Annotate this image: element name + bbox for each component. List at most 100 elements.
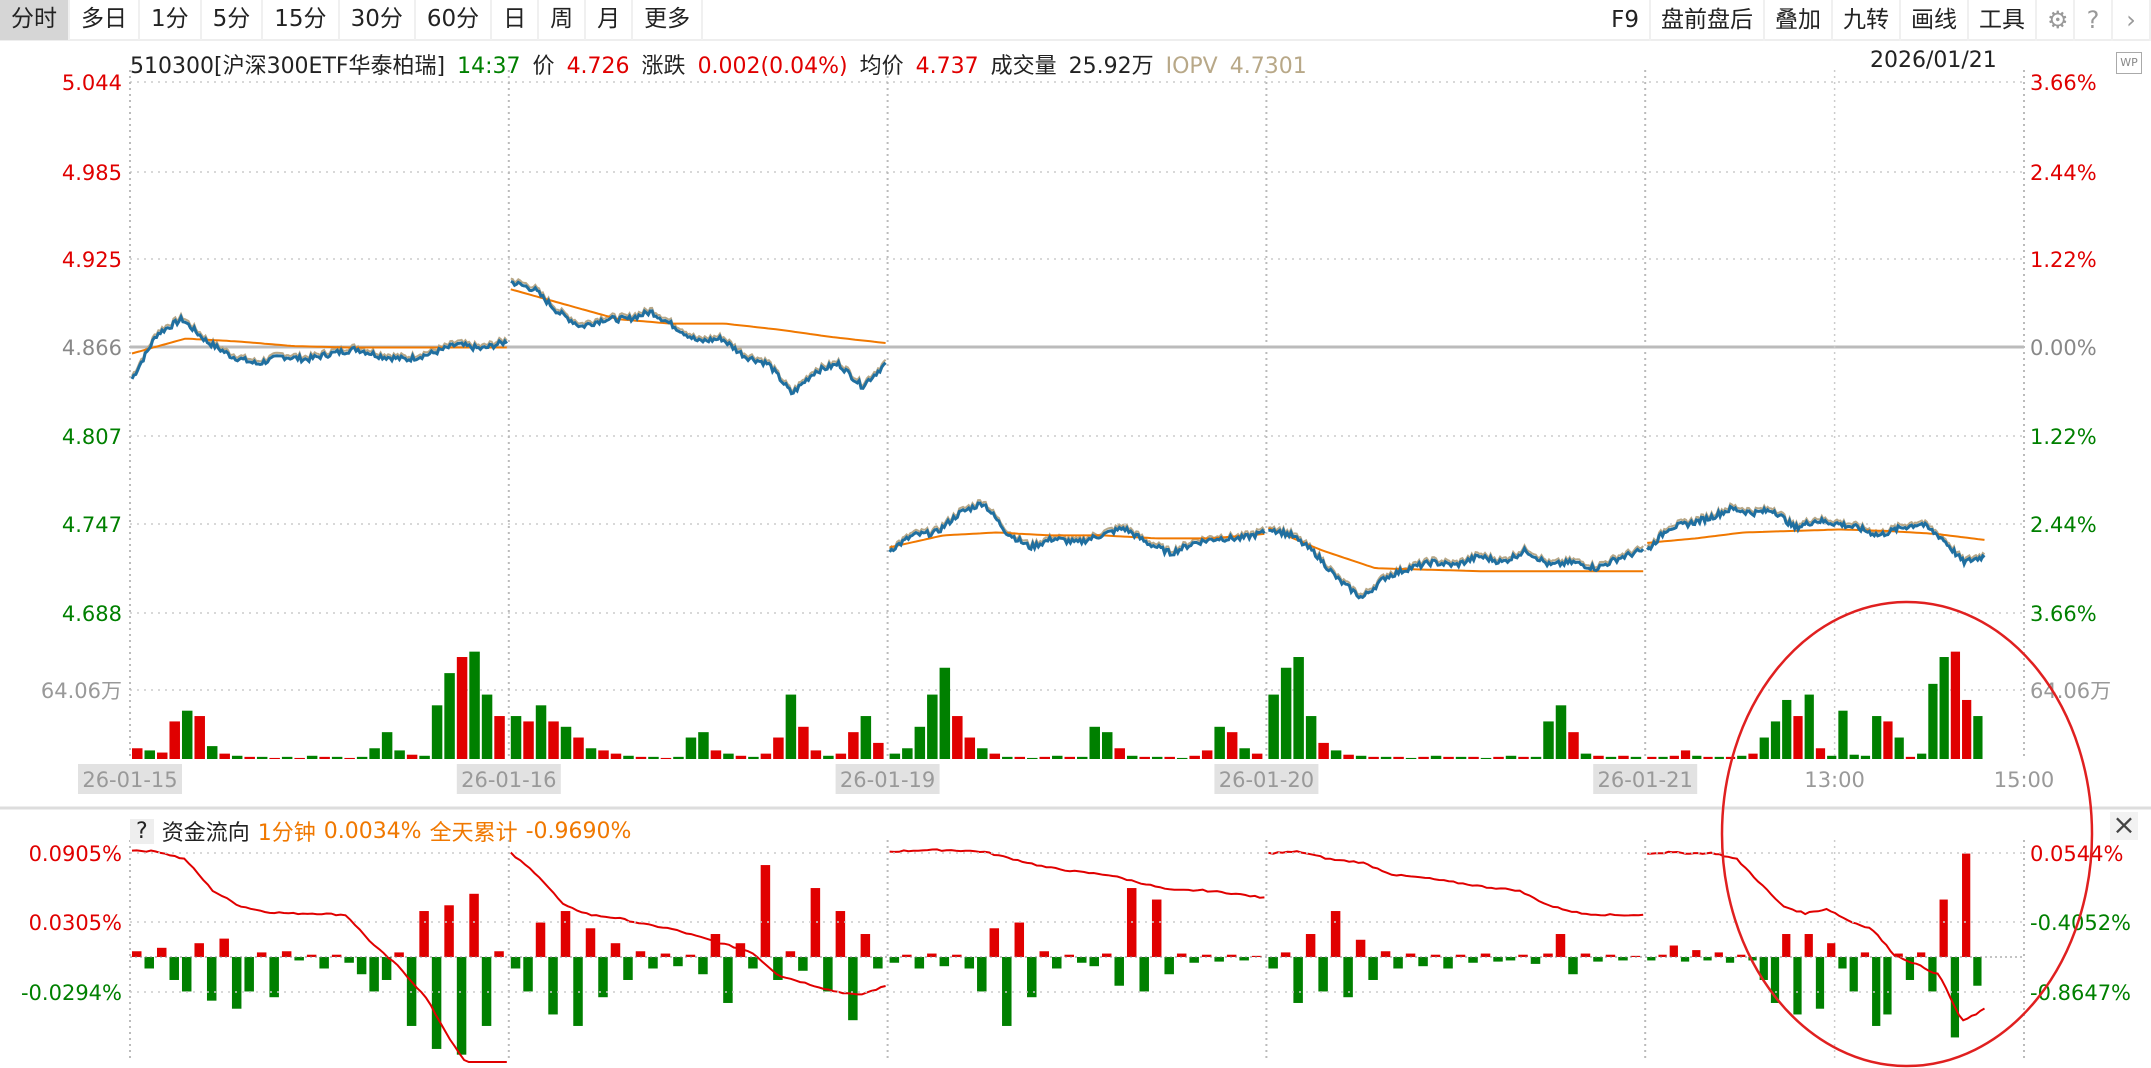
volume-bar [1077,756,1088,759]
tab-6[interactable]: 60分 [416,0,493,40]
price-tick: 4.747 [62,513,122,537]
fund-flow-bar [1305,934,1316,957]
fund-flow-bar [344,957,354,963]
volume-bar [294,757,305,759]
volume-bar [394,750,405,759]
fund-flow-bar [1280,952,1291,957]
fund-flow-bar [760,865,771,957]
tool-button-4[interactable]: 画线 [1901,0,1969,41]
volume-bar [1126,755,1138,759]
price-tick: 5.044 [62,71,122,95]
chevron-right-icon[interactable]: › [2113,0,2151,41]
close-icon[interactable]: × [2110,811,2138,840]
fund-flow-bar [1962,853,1971,957]
volume-bar [1518,756,1529,759]
fund-flow-bar [1658,954,1667,957]
price-tick: 4.688 [62,602,122,626]
wp-icon[interactable]: WP [2116,52,2142,74]
tab-2[interactable]: 1分 [140,0,202,40]
time-label: 13:00 [1804,768,1865,792]
fund-flow-bar [1605,954,1616,957]
volume-tick: 64.06万 [41,679,122,703]
avg-label: 均价 [859,54,904,79]
volume-bar [444,673,455,759]
volume-bar [419,755,430,759]
tool-button-3[interactable]: 九转 [1833,0,1901,41]
volume-bar [810,750,822,759]
fund-flow-bar [256,952,267,957]
volume-bar [1962,699,1972,759]
pct-tick: 1.22% [2030,248,2097,272]
volume-bar [1782,699,1792,759]
fund-flow-bar [977,957,987,992]
tab-3[interactable]: 5分 [202,0,264,40]
volume-bar [169,721,180,759]
fund-flow-bar [1405,953,1416,957]
fund-flow-bar [1468,957,1478,963]
volume-bar [1151,756,1163,759]
tool-button-5[interactable]: 工具 [1969,0,2037,41]
help-icon[interactable]: ? [2075,0,2113,41]
tab-7[interactable]: 日 [492,0,540,40]
avg-price-line [1268,527,1644,573]
tab-5[interactable]: 30分 [340,0,416,40]
tab-0[interactable]: 分时 [0,0,70,40]
price-label: 价 [532,54,555,79]
price-line [1646,504,1986,569]
tool-button-2[interactable]: 叠加 [1765,0,1833,41]
tool-button-1[interactable]: 盘前盘后 [1651,0,1765,41]
volume-bar [1680,750,1691,759]
fund-flow-bar [773,957,783,980]
fund-flow-bar [548,957,558,1015]
volume-bar [494,716,505,759]
fund-flow-bar [1815,957,1825,1009]
tab-1[interactable]: 多日 [70,0,140,40]
volume-bar [1368,756,1379,759]
volume-bar [573,737,584,759]
date-label-bg [456,764,561,794]
period-value: 0.0034% [323,818,422,844]
fund-flow-bar [1530,957,1541,964]
volume-bar [1973,716,1983,759]
volume-bar [1239,748,1250,759]
tab-8[interactable]: 周 [539,0,587,40]
volume-bar [306,755,318,759]
volume-bar [1618,755,1629,759]
fund-flow-bar [1505,957,1516,961]
fund-flow-bar [1593,957,1603,962]
fund-flow-bar [369,957,379,992]
total-value: -0.9690% [525,818,632,844]
volume-bar [156,752,168,759]
volume-bar [723,753,734,759]
volume-bar [206,746,218,759]
fund-flow-bar [698,957,708,975]
gear-icon[interactable]: ⚙ [2037,0,2075,41]
tab-4[interactable]: 15分 [263,0,340,40]
tool-button-0[interactable]: F9 [1601,0,1651,41]
volume-bar [194,716,205,759]
volume-bar [1580,753,1592,759]
volume-bar [889,753,901,759]
volume-bar [710,750,722,759]
fund-flow-bar [1443,957,1453,969]
fund-flow-bar [823,957,833,992]
iopv-value: 4.7301 [1229,54,1307,79]
volume-bar [1430,755,1442,759]
volume-bar [1759,737,1769,759]
fund-flow-bar [1849,957,1858,992]
volume-bar [1703,756,1713,759]
tab-9[interactable]: 月 [586,0,634,40]
fund-flow-bar [964,957,975,969]
fund-flow-bar [1089,957,1099,967]
fund-flow-bar [889,957,900,963]
fund-flow-bar [356,957,367,975]
volume-bar [510,716,522,759]
volume-bar [1658,756,1668,759]
volume-bar [1189,755,1200,759]
tab-10[interactable]: 更多 [633,0,704,40]
fund-flow-bar [1064,954,1074,957]
help-icon[interactable]: ? [130,818,154,844]
volume-bar [1894,737,1904,759]
fund-flow-right-tick: 0.0544% [2030,842,2123,866]
